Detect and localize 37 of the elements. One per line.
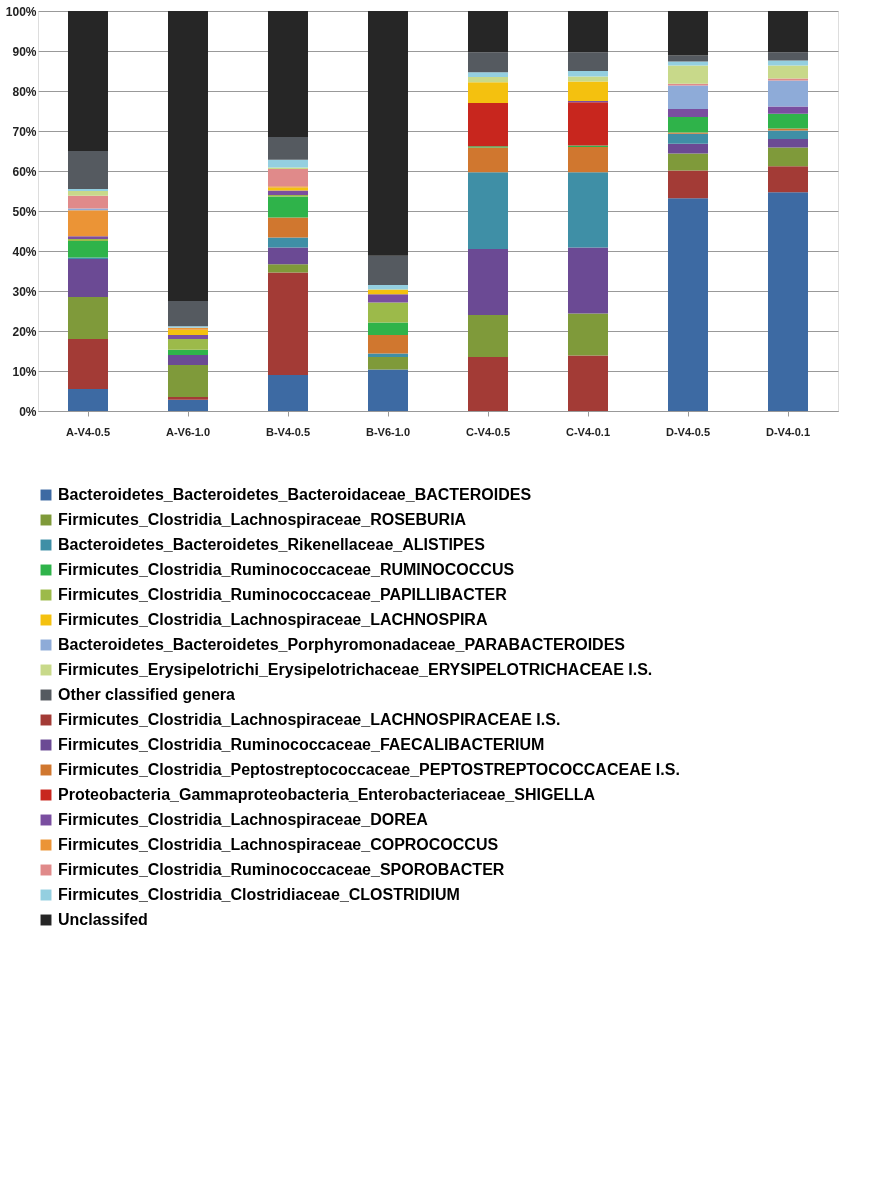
x-tick-label: C-V4-0.5 — [465, 425, 511, 438]
y-tick-label: 30% — [12, 284, 37, 299]
x-tick-label: D-V4-0.1 — [765, 425, 811, 438]
legend-label: Firmicutes_Clostridia_Lachnospiraceae_DOREA — [58, 811, 429, 828]
legend-label: Firmicutes_Erysipelotrichi_Erysipelotrichaceae_ERYSIPELOTRICHACEAE I.S. — [58, 661, 653, 678]
x-tick-label: B-V6-1.0 — [365, 425, 411, 438]
legend-label: Firmicutes_Clostridia_Lachnospiraceae_ROSEBURIA — [58, 511, 467, 528]
x-tick-label: A-V6-1.0 — [165, 425, 211, 438]
x-tick-label: C-V4-0.1 — [565, 425, 611, 438]
y-tick-label: 50% — [12, 204, 37, 219]
legend-label: Firmicutes_Clostridia_Lachnospiraceae_COPROCOCCUS — [58, 836, 499, 853]
y-tick-label: 40% — [12, 244, 37, 259]
legend-label: Firmicutes_Clostridia_Ruminococcaceae_SPOROBACTER — [58, 861, 505, 878]
legend-label: Firmicutes_Clostridia_Peptostreptococcaceae_PEPTOSTREPTOCOCCACEAE I.S. — [58, 761, 680, 778]
y-tick-label: 80% — [12, 84, 37, 99]
y-tick-label: 100% — [5, 4, 37, 19]
legend-label: Firmicutes_Clostridia_Ruminococcaceae_PAPILLIBACTER — [58, 586, 508, 603]
x-tick-label: B-V4-0.5 — [265, 425, 311, 438]
y-tick-label: 90% — [12, 44, 37, 59]
legend-label: Firmicutes_Clostridia_Lachnospiraceae_LACHNOSPIRA — [58, 611, 488, 628]
y-tick-label: 0% — [19, 404, 37, 419]
legend-label: Unclassifed — [58, 911, 148, 928]
y-tick-label: 60% — [12, 164, 37, 179]
legend-label: Bacteroidetes_Bacteroidetes_Rikenellaceae_ALISTIPES — [58, 536, 486, 553]
x-tick-label: D-V4-0.5 — [665, 425, 711, 438]
y-tick-label: 70% — [12, 124, 37, 139]
legend-label: Firmicutes_Clostridia_Ruminococcaceae_RUMINOCOCCUS — [58, 561, 515, 578]
legend-label: Firmicutes_Clostridia_Clostridiaceae_CLOSTRIDIUM — [58, 886, 460, 903]
y-tick-label: 20% — [12, 324, 37, 339]
x-tick-label: A-V4-0.5 — [65, 425, 111, 438]
legend-label: Bacteroidetes_Bacteroidetes_Porphyromonadaceae_PARABACTEROIDES — [58, 636, 626, 653]
legend-label: Firmicutes_Clostridia_Lachnospiraceae_LACHNOSPIRACEAE I.S. — [58, 711, 561, 728]
legend-label: Bacteroidetes_Bacteroidetes_Bacteroidaceae_BACTEROIDES — [58, 486, 532, 503]
legend-label: Proteobacteria_Gammaproteobacteria_Enterobacteriaceae_SHIGELLA — [58, 786, 596, 803]
legend-label: Firmicutes_Clostridia_Ruminococcaceae_FAECALIBACTERIUM — [58, 736, 545, 753]
y-tick-label: 10% — [12, 364, 37, 379]
legend-label: Other classified genera — [58, 686, 236, 703]
